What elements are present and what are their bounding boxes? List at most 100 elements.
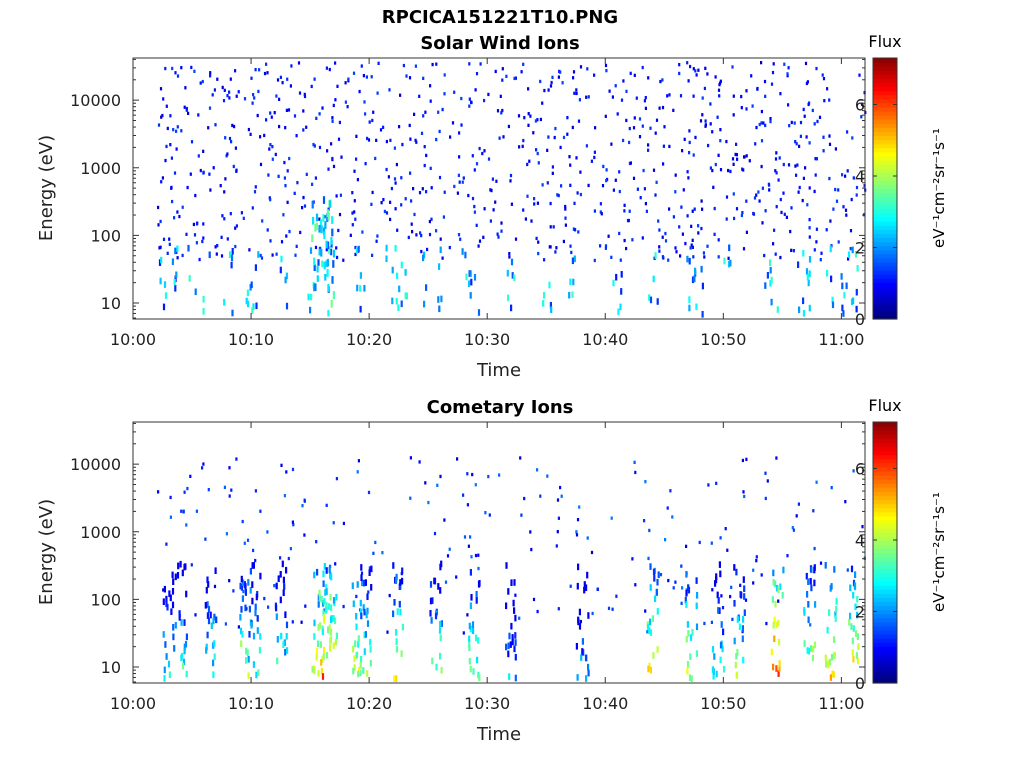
heatmap-cell [761,221,764,225]
colorbar-segment [873,613,897,619]
heatmap-cell [303,94,307,99]
heatmap-cell [573,201,576,205]
heatmap-cell [847,257,850,261]
heatmap-cell [312,142,315,147]
heatmap-cell [395,675,398,682]
heatmap-cell [424,110,427,114]
heatmap-cell [224,177,227,181]
heatmap-cell [718,607,721,614]
heatmap-cell [815,480,818,484]
heatmap-cell [314,224,317,232]
heatmap-cell [818,115,822,119]
heatmap-cell [242,589,245,594]
heatmap-cell [165,595,168,603]
heatmap-cell [294,253,297,257]
heatmap-cell [571,257,574,265]
heatmap-cell [328,200,332,208]
heatmap-cell [171,66,174,71]
heatmap-cell [854,251,858,258]
heatmap-cell [769,117,772,121]
colorbar-segment [873,274,897,279]
colorbar-segment [873,560,897,566]
heatmap-cell [687,584,690,591]
heatmap-cell [325,503,328,507]
heatmap-cell [564,223,567,227]
heatmap-cell [719,79,722,83]
heatmap-cell [572,227,575,231]
heatmap-cell [242,579,245,586]
heatmap-cell [644,106,647,110]
heatmap-cell [420,131,424,135]
heatmap-cell [828,658,832,666]
heatmap-cell [652,168,656,172]
heatmap-cell [253,190,257,194]
heatmap-cell [228,579,231,583]
heatmap-cell [572,70,576,74]
heatmap-cell [831,296,834,304]
heatmap-cell [672,108,675,112]
panel1-colorbar-units: eV⁻¹cm⁻²sr⁻¹s⁻¹ [930,128,948,248]
heatmap-cell [380,201,383,205]
heatmap-cell [551,165,554,169]
heatmap-cell [325,601,328,609]
x-tick-label: 10:20 [346,694,392,713]
heatmap-cell [372,551,375,555]
heatmap-cell [768,183,771,187]
heatmap-cell [832,671,835,678]
heatmap-cell [356,284,359,292]
heatmap-cell [207,581,210,588]
heatmap-cell [198,257,201,262]
heatmap-cell [228,251,232,258]
heatmap-cell [322,653,325,661]
heatmap-cell [427,500,430,505]
figure-title: RPCICA151221T10.PNG [382,7,618,28]
heatmap-cell [625,246,628,251]
heatmap-cell [511,272,514,279]
heatmap-cell [559,485,562,490]
heatmap-cell [852,655,855,663]
heatmap-cell [786,72,789,76]
heatmap-cell [439,634,442,641]
heatmap-cell [259,509,262,513]
heatmap-cell [322,600,325,607]
heatmap-cell [688,304,691,312]
colorbar-segment [873,430,897,435]
heatmap-cell [337,137,341,141]
heatmap-cell [619,303,622,311]
heatmap-cell [241,595,244,602]
panel2-ticks: 10:00 10:10 10:20 10:30 10:40 10:50 11:0010100… [70,422,865,713]
heatmap-cell [252,303,255,310]
heatmap-cell [728,244,731,252]
heatmap-cell [399,582,402,590]
heatmap-cell [674,190,677,194]
heatmap-cell [580,654,583,661]
colorbar-segment [873,74,897,79]
heatmap-cell [585,584,588,591]
heatmap-cell [235,94,238,98]
heatmap-cell [439,237,442,241]
x-tick-label: 11:00 [818,330,864,349]
heatmap-cell [412,187,415,191]
heatmap-cell [514,237,518,241]
heatmap-cell [164,158,167,163]
heatmap-cell [297,61,301,65]
heatmap-cell [857,657,860,665]
heatmap-cell [539,79,542,84]
heatmap-cell [364,631,367,638]
heatmap-cell [162,631,165,638]
heatmap-cell [471,154,474,158]
heatmap-cell [424,481,427,485]
heatmap-cell [649,666,652,674]
heatmap-cell [496,109,500,113]
heatmap-cell [256,627,259,634]
heatmap-cell [245,297,248,305]
heatmap-cell [808,141,811,145]
heatmap-cell [855,193,858,197]
heatmap-cell [362,604,365,611]
heatmap-cell [474,483,477,487]
heatmap-cell [393,599,396,606]
heatmap-cell [325,66,328,70]
heatmap-cell [809,578,812,585]
heatmap-cell [488,513,491,517]
heatmap-cell [521,144,524,148]
